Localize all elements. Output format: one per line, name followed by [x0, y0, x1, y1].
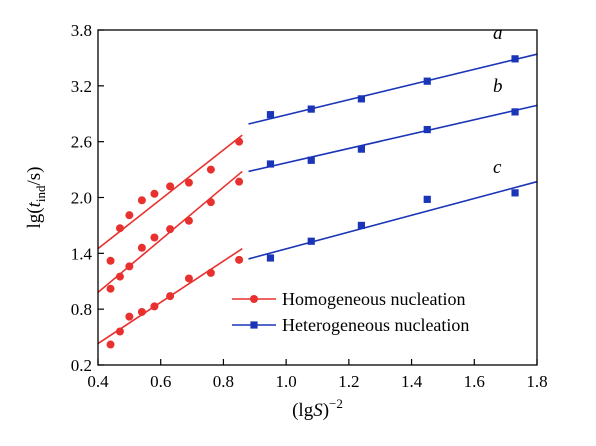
data-point — [307, 156, 315, 164]
data-point — [166, 182, 175, 191]
data-point — [106, 284, 115, 293]
legend: Homogeneous nucleation Heterogeneous nucl… — [232, 289, 469, 335]
data-point — [125, 262, 134, 271]
y-tick-label: 2.6 — [71, 133, 92, 152]
data-point — [511, 189, 519, 197]
data-point — [150, 302, 159, 311]
data-point — [357, 145, 365, 153]
x-tick-label: 0.8 — [213, 372, 234, 391]
data-point — [184, 178, 193, 187]
data-point — [184, 274, 193, 283]
x-tick-label: 1.2 — [338, 372, 359, 391]
data-point — [206, 268, 215, 277]
data-point — [235, 177, 244, 186]
data-point — [423, 125, 431, 134]
data-point — [357, 95, 365, 103]
y-tick-label: 1.4 — [71, 244, 93, 263]
legend-marker — [250, 321, 258, 329]
data-point — [423, 77, 431, 85]
data-point — [206, 198, 215, 207]
data-point — [137, 243, 146, 252]
legend-label: Homogeneous nucleation — [282, 289, 465, 309]
data-point — [357, 221, 365, 230]
data-point — [115, 272, 124, 281]
plot-area: a b c — [97, 23, 538, 349]
y-tick-label: 2.0 — [71, 189, 92, 208]
x-tick-label: 0.6 — [150, 372, 171, 391]
x-axis-title: (lgS)−2 — [292, 396, 343, 421]
y-axis-title: lg(tind/s) — [24, 166, 48, 228]
legend-marker — [250, 295, 258, 303]
x-tick-label: 1.6 — [464, 372, 485, 391]
data-point — [137, 196, 146, 205]
curve-label: a — [493, 23, 503, 44]
data-point — [115, 327, 124, 336]
curve-label: c — [493, 157, 502, 178]
data-point — [166, 225, 175, 234]
axes: 0.4 0.6 0.8 1.0 1.2 1.4 1.6 1.8 0.2 0.8 1.4 2.0 2.6 3… — [24, 21, 548, 421]
data-point — [307, 105, 315, 113]
x-tick-label: 1.0 — [276, 372, 297, 391]
data-point — [106, 340, 115, 349]
data-point — [266, 160, 275, 168]
data-point — [235, 137, 244, 146]
y-tick-label: 0.8 — [71, 300, 92, 319]
y-tick-label: 3.8 — [71, 21, 92, 40]
data-point — [511, 55, 519, 63]
curve-label: b — [493, 76, 503, 97]
fit-line — [248, 180, 538, 260]
y-tick-label: 3.2 — [71, 77, 92, 96]
data-point — [150, 189, 159, 198]
y-tick-label: 0.2 — [71, 356, 92, 375]
data-point — [125, 312, 134, 321]
data-point — [206, 165, 215, 174]
data-point — [307, 237, 315, 245]
data-point — [125, 211, 134, 220]
data-point — [166, 292, 175, 301]
data-point — [423, 195, 431, 203]
legend-label: Heterogeneous nucleation — [282, 315, 469, 335]
x-tick-label: 0.4 — [87, 372, 109, 391]
data-point — [137, 307, 146, 316]
data-point — [184, 216, 193, 225]
data-point — [150, 233, 159, 242]
data-point — [511, 108, 519, 116]
x-tick-label: 1.8 — [526, 372, 547, 391]
x-tick-label: 1.4 — [401, 372, 423, 391]
data-point — [115, 224, 124, 233]
fit-line — [248, 53, 538, 125]
data-point — [266, 111, 275, 119]
data-point — [106, 256, 115, 265]
data-point — [235, 255, 244, 264]
fit-line — [248, 104, 538, 173]
data-point — [266, 254, 275, 262]
